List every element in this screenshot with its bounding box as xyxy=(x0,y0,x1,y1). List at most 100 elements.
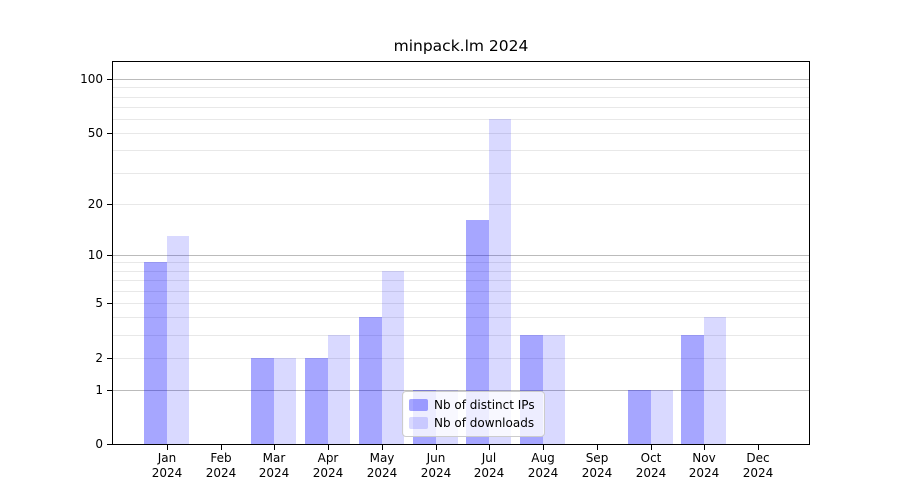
gridline-3 xyxy=(113,335,809,336)
x-tick-label-line: 2024 xyxy=(635,466,667,480)
gridline-100 xyxy=(113,79,809,80)
x-tick-mark xyxy=(543,445,544,450)
x-tick-mark xyxy=(382,445,383,450)
y-tick-mark xyxy=(107,303,112,304)
bar-downloads xyxy=(543,335,565,444)
x-tick-label: Jul 2024 xyxy=(459,451,519,481)
bar-downloads xyxy=(651,390,673,444)
x-tick-mark xyxy=(651,445,652,450)
y-tick-label: 50 xyxy=(87,126,103,140)
gridline-70 xyxy=(113,107,809,108)
x-tick-label-line: 2024 xyxy=(473,466,505,480)
gridline-10 xyxy=(113,255,809,256)
x-tick-mark xyxy=(328,445,329,450)
legend-label-distinct-ips: Nb of distinct IPs xyxy=(434,398,535,412)
y-tick-label: 10 xyxy=(87,248,103,262)
gridline-20 xyxy=(113,204,809,205)
chart-title: minpack.lm 2024 xyxy=(393,37,529,55)
x-tick-label-line: 2024 xyxy=(688,466,720,480)
legend-item-distinct-ips: Nb of distinct IPs xyxy=(409,397,540,413)
y-tick-mark xyxy=(107,255,112,256)
x-tick-mark xyxy=(489,445,490,450)
x-tick-mark xyxy=(221,445,222,450)
y-tick-label: 5 xyxy=(95,296,103,310)
x-tick-label-line: May xyxy=(369,451,395,465)
gridline-90 xyxy=(113,87,809,88)
x-tick-label: Jun 2024 xyxy=(406,451,466,481)
legend: Nb of distinct IPs Nb of downloads xyxy=(402,391,545,437)
bar-distinct-ips xyxy=(466,220,489,444)
x-tick-label-line: Feb xyxy=(210,451,232,465)
y-tick-label: 0 xyxy=(95,437,103,451)
y-tick-label: 1 xyxy=(95,383,103,397)
x-tick-label-line: Dec xyxy=(746,451,770,465)
x-tick-label: Aug 2024 xyxy=(513,451,573,481)
gridline-9 xyxy=(113,262,809,263)
y-tick-mark xyxy=(107,444,112,445)
x-tick-label-line: 2024 xyxy=(258,466,290,480)
y-tick-mark xyxy=(107,390,112,391)
y-tick-mark xyxy=(107,79,112,80)
gridline-1 xyxy=(113,390,809,391)
x-tick-mark xyxy=(274,445,275,450)
x-tick-label: Oct 2024 xyxy=(621,451,681,481)
x-tick-label-line: 2024 xyxy=(742,466,774,480)
gridline-8 xyxy=(113,271,809,272)
x-tick-label: May 2024 xyxy=(352,451,412,481)
x-tick-label-line: Jun xyxy=(426,451,446,465)
x-tick-label-line: 2024 xyxy=(151,466,183,480)
x-tick-label: Mar 2024 xyxy=(244,451,304,481)
x-tick-label: Feb 2024 xyxy=(191,451,251,481)
legend-swatch-distinct-ips xyxy=(409,399,428,411)
x-tick-label-line: Mar xyxy=(262,451,286,465)
y-tick-mark xyxy=(107,133,112,134)
x-tick-mark xyxy=(597,445,598,450)
bar-distinct-ips xyxy=(359,317,382,444)
bar-downloads xyxy=(274,357,296,444)
bar-downloads xyxy=(489,119,511,444)
gridline-7 xyxy=(113,280,809,281)
gridline-5 xyxy=(113,303,809,304)
x-tick-mark xyxy=(167,445,168,450)
x-tick-label-line: 2024 xyxy=(312,466,344,480)
x-tick-label: Apr 2024 xyxy=(298,451,358,481)
bar-downloads xyxy=(382,270,404,444)
legend-item-downloads: Nb of downloads xyxy=(409,415,540,431)
x-tick-label-line: Jul xyxy=(481,451,497,465)
gridline-6 xyxy=(113,291,809,292)
y-tick-label: 2 xyxy=(95,351,103,365)
x-tick-label-line: 2024 xyxy=(420,466,452,480)
bar-distinct-ips xyxy=(251,357,274,444)
y-tick-mark xyxy=(107,358,112,359)
x-tick-label-line: 2024 xyxy=(527,466,559,480)
gridline-2 xyxy=(113,358,809,359)
x-tick-label-line: Nov xyxy=(692,451,716,465)
x-tick-mark xyxy=(436,445,437,450)
bar-downloads xyxy=(328,335,350,444)
gridline-4 xyxy=(113,317,809,318)
bar-distinct-ips xyxy=(681,335,704,444)
y-tick-mark xyxy=(107,204,112,205)
gridline-50 xyxy=(113,133,809,134)
x-tick-label-line: Oct xyxy=(640,451,662,465)
x-tick-mark xyxy=(704,445,705,450)
y-tick-label: 100 xyxy=(80,72,103,86)
gridline-80 xyxy=(113,97,809,98)
x-tick-label: Sep 2024 xyxy=(567,451,627,481)
x-tick-label: Jan 2024 xyxy=(137,451,197,481)
x-tick-label-line: 2024 xyxy=(366,466,398,480)
legend-label-downloads: Nb of downloads xyxy=(434,416,535,430)
bar-distinct-ips xyxy=(305,357,328,444)
x-tick-label-line: Jan xyxy=(157,451,177,465)
bar-distinct-ips xyxy=(144,262,167,444)
x-tick-label-line: 2024 xyxy=(581,466,613,480)
x-tick-label: Dec 2024 xyxy=(728,451,788,481)
x-tick-label-line: Sep xyxy=(585,451,609,465)
gridline-60 xyxy=(113,119,809,120)
bar-downloads xyxy=(167,235,189,444)
x-tick-label-line: 2024 xyxy=(205,466,237,480)
bar-distinct-ips xyxy=(628,390,651,444)
gridline-40 xyxy=(113,150,809,151)
x-tick-label-line: Aug xyxy=(531,451,555,465)
